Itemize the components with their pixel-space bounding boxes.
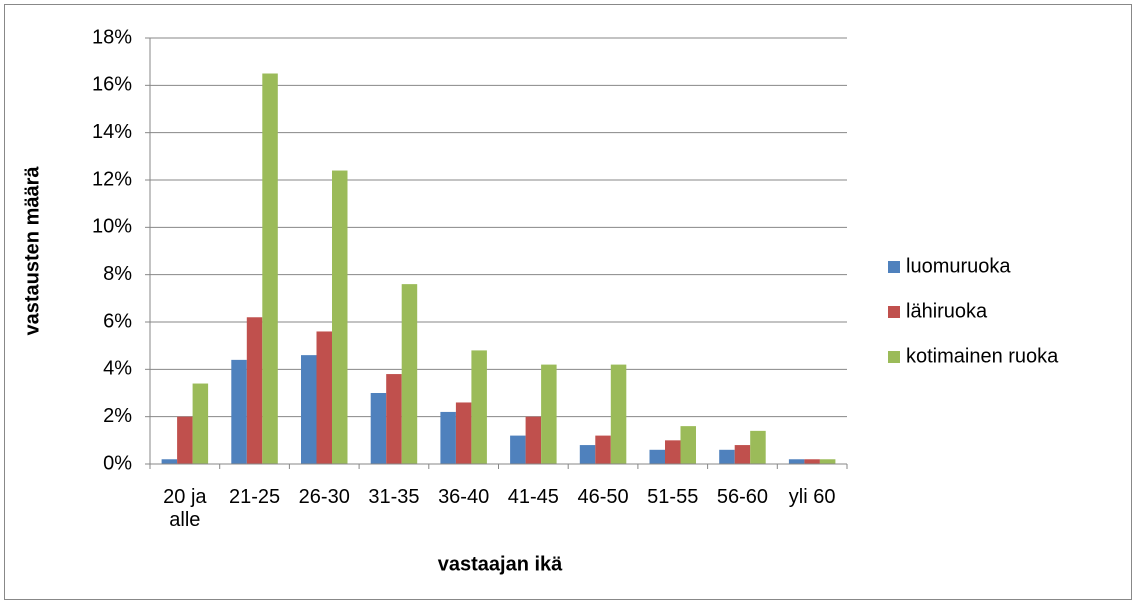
- y-tick-label: 16%: [92, 74, 132, 96]
- chart-border: [4, 4, 1132, 600]
- bar: [471, 350, 487, 464]
- legend-swatch: [888, 306, 900, 318]
- y-axis-title: vastausten määrä: [21, 166, 43, 336]
- x-tick-label: 20 ja alle: [163, 486, 207, 531]
- y-tick-label: 6%: [103, 310, 132, 332]
- bar: [649, 449, 665, 464]
- bar: [316, 331, 332, 464]
- x-axis-title: vastaajan ikä: [438, 553, 563, 575]
- y-tick-label: 0%: [103, 452, 132, 474]
- bar: [301, 355, 317, 464]
- x-tick-label: 26-30: [298, 486, 350, 508]
- bar: [680, 426, 696, 464]
- bar: [719, 449, 735, 464]
- bar: [192, 383, 209, 464]
- x-tick-label: 31-35: [368, 486, 420, 508]
- legend-label: luomuruoka: [906, 255, 1011, 277]
- bar: [819, 459, 836, 464]
- y-tick-label: 12%: [92, 168, 132, 190]
- y-tick-label: 4%: [103, 358, 132, 380]
- bar: [455, 402, 472, 464]
- x-tick-label: 36-40: [438, 486, 490, 508]
- bar: [401, 284, 418, 464]
- bar: [541, 364, 557, 464]
- bar: [262, 73, 278, 464]
- bar: [440, 411, 456, 464]
- bar: [246, 317, 263, 464]
- bar: [386, 374, 402, 464]
- x-tick-label: yli 60: [788, 486, 836, 508]
- bar: [161, 459, 178, 464]
- legend-label: kotimainen ruoka: [906, 345, 1059, 367]
- y-tick-label: 14%: [92, 121, 132, 143]
- bar: [177, 416, 193, 464]
- x-tick-label: 46-50: [577, 486, 629, 508]
- x-tick-label: 21-25: [228, 486, 281, 508]
- bar: [525, 416, 542, 464]
- bar: [595, 435, 611, 464]
- bar: [610, 364, 627, 464]
- x-tick-label: 56-60: [716, 486, 769, 508]
- bar: [370, 393, 387, 464]
- x-tick-label: 51-55: [647, 486, 699, 508]
- bar: [734, 445, 751, 464]
- bar: [231, 359, 247, 464]
- y-tick-label: 2%: [103, 405, 132, 427]
- bar: [579, 445, 596, 464]
- y-tick-label: 18%: [92, 26, 132, 48]
- legend-swatch: [888, 351, 900, 363]
- x-tick-label: 41-45: [507, 486, 559, 508]
- bar: [788, 459, 805, 464]
- bar: [665, 440, 681, 464]
- y-tick-label: 10%: [92, 216, 132, 238]
- bar: [510, 435, 526, 464]
- bar: [332, 170, 348, 465]
- bar: [750, 430, 766, 464]
- bar: [804, 459, 820, 464]
- legend-label: lähiruoka: [906, 300, 988, 322]
- legend-swatch: [888, 261, 900, 273]
- y-tick-label: 8%: [103, 263, 132, 285]
